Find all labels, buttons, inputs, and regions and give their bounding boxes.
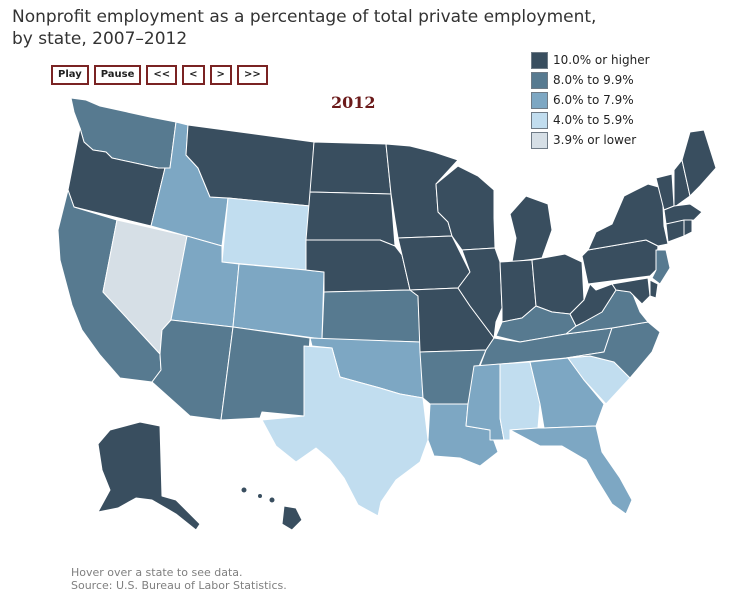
state-HI-island[interactable] [268, 496, 276, 504]
legend-item: 10.0% or higher [531, 50, 650, 70]
state-KS[interactable] [321, 289, 421, 343]
playback-controls: Play Pause << < > >> [51, 65, 268, 85]
legend-label: 6.0% to 7.9% [553, 93, 634, 107]
state-HI-island[interactable] [240, 486, 248, 494]
state-AZ[interactable] [151, 319, 234, 421]
chart-title: Nonprofit employment as a percentage of … [12, 6, 632, 50]
legend-swatch [531, 131, 548, 149]
state-NC[interactable] [565, 321, 661, 379]
next-year-button[interactable]: > [209, 65, 232, 85]
legend-swatch [531, 71, 548, 89]
state-HI[interactable] [281, 505, 303, 531]
source-note: Source: U.S. Bureau of Labor Statistics. [71, 579, 287, 592]
play-button[interactable]: Play [51, 65, 89, 85]
title-line-1: Nonprofit employment as a percentage of … [12, 7, 597, 27]
state-NJ[interactable] [651, 249, 671, 285]
legend-item: 6.0% to 7.9% [531, 90, 650, 110]
legend-item: 3.9% or lower [531, 130, 650, 150]
legend-item: 8.0% to 9.9% [531, 70, 650, 90]
legend: 10.0% or higher 8.0% to 9.9% 6.0% to 7.9… [531, 50, 650, 150]
legend-label: 3.9% or lower [553, 133, 637, 147]
legend-label: 8.0% to 9.9% [553, 73, 634, 87]
state-WY[interactable] [221, 197, 311, 271]
legend-swatch [531, 111, 548, 129]
state-NY[interactable] [587, 183, 669, 251]
previous-year-button[interactable]: < [182, 65, 205, 85]
hover-hint: Hover over a state to see data. [71, 566, 243, 579]
state-NM[interactable] [220, 326, 311, 421]
state-ND[interactable] [309, 141, 392, 195]
state-DE[interactable] [649, 279, 659, 299]
state-MD[interactable] [611, 277, 651, 305]
state-FL[interactable] [509, 425, 633, 515]
state-MI[interactable] [509, 195, 553, 263]
state-CT[interactable] [665, 219, 685, 243]
state-OH[interactable] [531, 253, 585, 315]
state-HI-island[interactable] [257, 493, 263, 499]
legend-label: 4.0% to 5.9% [553, 113, 634, 127]
state-RI[interactable] [683, 219, 693, 237]
legend-swatch [531, 91, 548, 109]
state-CO[interactable] [232, 263, 325, 340]
legend-item: 4.0% to 5.9% [531, 110, 650, 130]
state-TX[interactable] [261, 345, 429, 517]
state-AK[interactable] [97, 421, 201, 531]
legend-swatch [531, 51, 548, 69]
title-line-2: by state, 2007–2012 [12, 29, 188, 49]
pause-button[interactable]: Pause [93, 65, 142, 85]
first-year-button[interactable]: << [146, 65, 178, 85]
footer: Hover over a state to see data. Source: … [71, 566, 287, 592]
legend-label: 10.0% or higher [553, 53, 650, 67]
state-NH[interactable] [673, 159, 691, 207]
state-SD[interactable] [305, 191, 396, 247]
state-ME[interactable] [681, 129, 717, 197]
last-year-button[interactable]: >> [236, 65, 268, 85]
year-label: 2012 [331, 93, 376, 112]
